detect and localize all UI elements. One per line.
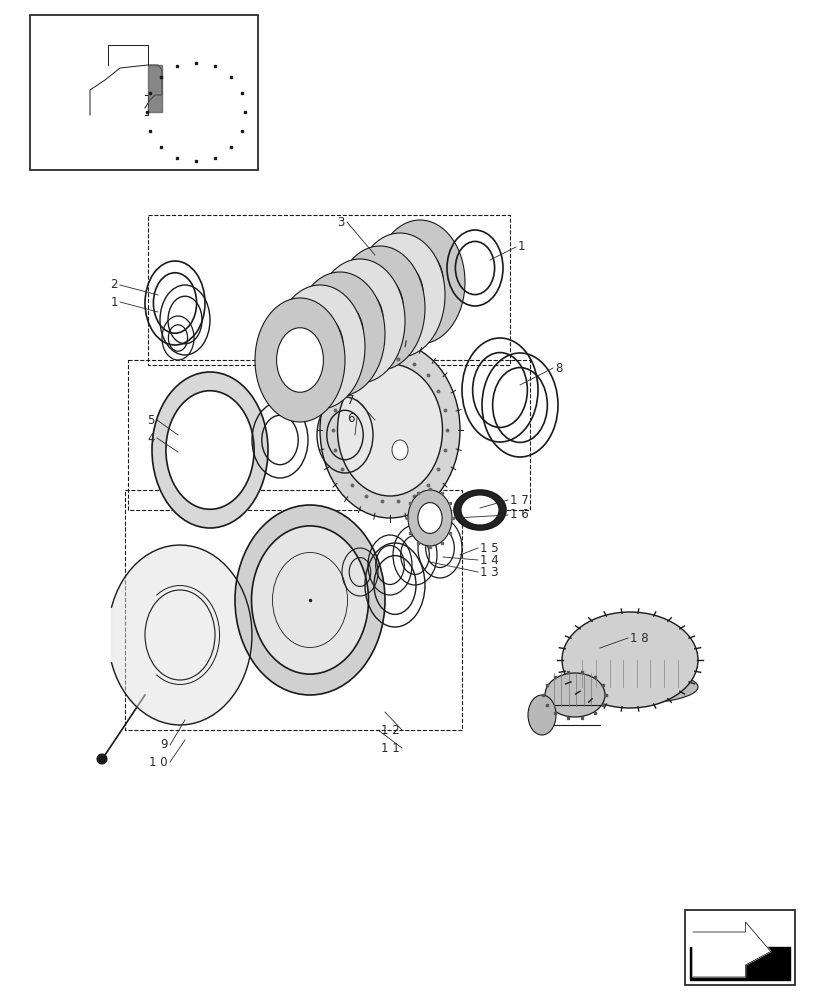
Text: 1: 1 — [110, 296, 118, 308]
Text: 1 6: 1 6 — [509, 508, 528, 522]
Text: 2: 2 — [110, 278, 118, 292]
Ellipse shape — [391, 440, 408, 460]
Ellipse shape — [408, 490, 452, 546]
Text: 8: 8 — [554, 361, 562, 374]
Polygon shape — [692, 922, 770, 977]
Ellipse shape — [337, 364, 442, 496]
Bar — [30, 15, 258, 170]
Ellipse shape — [251, 526, 368, 674]
Text: 1 8: 1 8 — [629, 632, 648, 644]
Ellipse shape — [335, 246, 424, 370]
Ellipse shape — [562, 670, 697, 704]
Bar — [684, 910, 794, 985]
Polygon shape — [148, 65, 162, 112]
Text: 4: 4 — [147, 432, 155, 444]
Text: 1 7: 1 7 — [509, 493, 528, 506]
Ellipse shape — [319, 342, 460, 518]
Ellipse shape — [165, 391, 254, 509]
Ellipse shape — [418, 503, 442, 533]
Ellipse shape — [461, 495, 499, 525]
Ellipse shape — [453, 490, 505, 530]
Text: 3: 3 — [337, 216, 345, 229]
Text: 7: 7 — [347, 393, 355, 406]
Text: 1: 1 — [518, 240, 525, 253]
Ellipse shape — [97, 754, 107, 764]
Ellipse shape — [396, 250, 443, 314]
Text: 1 1: 1 1 — [380, 741, 399, 754]
Ellipse shape — [356, 276, 403, 340]
Text: 1 4: 1 4 — [480, 554, 498, 566]
Ellipse shape — [275, 285, 365, 409]
Ellipse shape — [544, 673, 605, 717]
Ellipse shape — [276, 328, 323, 392]
Text: 6: 6 — [347, 412, 355, 424]
Ellipse shape — [375, 220, 465, 344]
Ellipse shape — [528, 695, 555, 735]
Text: 5: 5 — [147, 414, 155, 426]
Ellipse shape — [152, 372, 268, 528]
Ellipse shape — [337, 289, 383, 353]
Ellipse shape — [255, 298, 345, 422]
Text: 1 5: 1 5 — [480, 542, 498, 554]
Ellipse shape — [296, 315, 343, 379]
Text: 1 2: 1 2 — [380, 723, 399, 736]
Text: 9: 9 — [160, 738, 168, 752]
Text: 1 3: 1 3 — [480, 566, 498, 578]
Ellipse shape — [314, 259, 404, 383]
Ellipse shape — [235, 505, 385, 695]
Text: 1 0: 1 0 — [149, 756, 168, 768]
Ellipse shape — [294, 272, 385, 396]
Polygon shape — [112, 545, 251, 725]
Ellipse shape — [355, 233, 444, 357]
Ellipse shape — [376, 263, 423, 327]
Ellipse shape — [562, 612, 697, 708]
Ellipse shape — [316, 302, 363, 366]
Polygon shape — [689, 947, 789, 980]
